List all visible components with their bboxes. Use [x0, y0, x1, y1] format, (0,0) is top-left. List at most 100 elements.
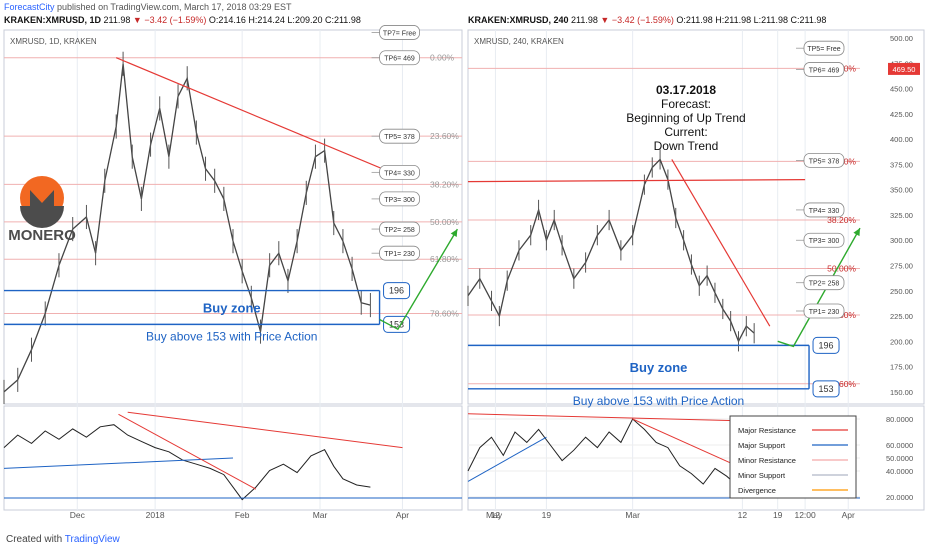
p2-indicator-series	[467, 418, 763, 488]
left-symbol-bar: KRAKEN:XMRUSD, 1D 211.98 ▼ −3.42 (−1.59%…	[4, 15, 361, 25]
left-symbol: KRAKEN:XMRUSD, 1D	[4, 15, 102, 25]
p2-legend-label: Major Support	[738, 441, 786, 450]
tradingview-link[interactable]: TradingView	[64, 534, 120, 545]
p2-y-tick-label: 425.00	[890, 110, 913, 119]
p2-tp-box	[803, 275, 845, 291]
p2-resistance-line-1	[467, 179, 806, 183]
p1-x-tick-label: Apr	[396, 510, 409, 520]
p1-main-frame	[3, 29, 463, 405]
p2-tp-box	[803, 202, 845, 218]
p1-ind-resistance-line	[127, 411, 403, 449]
p2-y-tick-label: 275.00	[890, 262, 913, 271]
p2-y-tick-label: 375.00	[890, 160, 913, 169]
p2-ind-y-tick: 60.0000	[886, 441, 913, 450]
p2-y-tick-label: 250.00	[890, 287, 913, 296]
p1-tp-label: TP1= 230	[384, 251, 415, 258]
p1-fib-label: 50.00%	[430, 217, 459, 227]
left-ohlc: O:214.16 H:214.24 L:209.20 C:211.98	[208, 15, 361, 25]
p2-x-tick-label: 19	[542, 510, 552, 520]
p2-annotation-line: Current:	[664, 125, 707, 139]
p1-x-tick-label: Feb	[235, 510, 250, 520]
p2-legend-label: Minor Support	[738, 471, 786, 480]
p1-x-tick-label: 2018	[146, 510, 165, 520]
p2-y-tick-label: 175.00	[890, 363, 913, 372]
p2-fib-label: 78.60%	[827, 379, 856, 389]
p2-ind-y-tick: 50.0000	[886, 454, 913, 463]
p2-y-tick-label: 400.00	[890, 135, 913, 144]
p2-forecast-arrowhead	[853, 228, 860, 237]
p2-tp-box	[803, 303, 845, 319]
p1-tp-label: TP6= 469	[384, 56, 415, 63]
p1-logo-text: MONERO	[8, 227, 76, 244]
p2-y-tick-label: 225.00	[890, 312, 913, 321]
p1-monero-logo-mark	[20, 190, 64, 228]
p2-tp-label: TP1= 230	[809, 309, 840, 316]
p2-y-tick-label: 500.00	[890, 34, 913, 43]
p2-ind-y-tick: 40.0000	[886, 467, 913, 476]
right-last: 211.98	[571, 15, 598, 25]
p1-tp-label: TP2= 258	[384, 227, 415, 234]
p1-ind-support-line-2	[118, 413, 257, 490]
p1-tp-box	[379, 164, 420, 180]
p1-tp-box	[379, 191, 420, 207]
left-change: ▼ −3.42 (−1.59%)	[132, 15, 207, 25]
p2-inner-label: XMRUSD, 240, KRAKEN	[474, 37, 564, 46]
p1-ind-support-line	[3, 457, 234, 469]
p1-forecast-path	[379, 228, 459, 331]
p2-y-tick-label: 300.00	[890, 236, 913, 245]
p1-buyzone-tag	[383, 282, 411, 300]
p2-ind-y-tick: 20.0000	[886, 493, 913, 502]
p2-annotation-line: Beginning of Up Trend	[626, 111, 745, 125]
p2-last-price-badge	[888, 62, 920, 75]
p1-indicator-series	[3, 424, 371, 501]
p2-y-tick-label: 350.00	[890, 186, 913, 195]
p2-y-tick-label: 150.00	[890, 388, 913, 397]
p1-buyzone-title: Buy zone	[203, 300, 261, 315]
p2-tp-box	[803, 152, 845, 168]
p2-resistance-line-2	[671, 159, 771, 327]
p1-buyzone-top-label: 196	[389, 286, 404, 296]
p2-legend-label: Minor Resistance	[738, 456, 796, 465]
p1-tp-box	[379, 245, 420, 261]
p2-buyzone-title: Buy zone	[630, 360, 688, 375]
p2-legend-label: Divergence	[738, 486, 776, 495]
p2-ind-support-line	[467, 436, 547, 482]
p1-x-tick-label: Mar	[313, 510, 328, 520]
p1-fib-label: 38.20%	[430, 179, 459, 189]
p1-tp-box	[379, 50, 420, 66]
right-symbol-bar: KRAKEN:XMRUSD, 240 211.98 ▼ −3.42 (−1.59…	[468, 15, 826, 25]
p1-tp-label: TP3= 300	[384, 197, 415, 204]
p1-buyzone-bottom-label: 153	[389, 319, 404, 329]
p2-fib-label: 50.00%	[827, 264, 856, 274]
p1-tp-label: TP5= 378	[384, 134, 415, 141]
p1-forecast-arrowhead	[450, 229, 458, 237]
p1-tp-label: TP4= 330	[384, 170, 415, 177]
p1-x-tick-label: May	[486, 510, 503, 520]
p2-fib-label: 38.20%	[827, 215, 856, 225]
p2-x-tick-label: 12:00	[794, 510, 816, 520]
p1-fib-label: 0.00%	[430, 53, 455, 63]
p2-x-tick-label: Apr	[842, 510, 855, 520]
p2-x-tick-label: 19	[773, 510, 783, 520]
p2-buyzone-bottom-label: 153	[819, 384, 834, 394]
p2-tp-box	[803, 232, 845, 248]
p2-tp-box	[803, 40, 845, 56]
p2-buyzone-tag	[812, 336, 840, 354]
p1-tp-box	[379, 128, 420, 144]
p1-price-series	[3, 63, 371, 393]
p1-fib-label: 78.60%	[430, 309, 459, 319]
p1-fib-label: 61.80%	[430, 254, 459, 264]
p2-annotation-line: Down Trend	[654, 139, 719, 153]
publisher-name[interactable]: ForecastCity	[4, 2, 55, 12]
p2-tp-label: TP6= 469	[809, 67, 840, 74]
p2-annotation-line: 03.17.2018	[656, 83, 716, 97]
p2-y-tick-label: 325.00	[890, 211, 913, 220]
p2-buyzone-note: Buy above 153 with Price Action	[573, 394, 744, 408]
right-ohlc: O:211.98 H:211.98 L:211.98 C:211.98	[676, 15, 827, 25]
p2-x-tick-label: 12	[738, 510, 748, 520]
p2-tp-label: TP2= 258	[809, 281, 840, 288]
p1-resistance-line	[115, 57, 403, 178]
p2-x-tick-label: Mar	[625, 510, 640, 520]
p2-tp-label: TP5= Free	[807, 46, 840, 53]
